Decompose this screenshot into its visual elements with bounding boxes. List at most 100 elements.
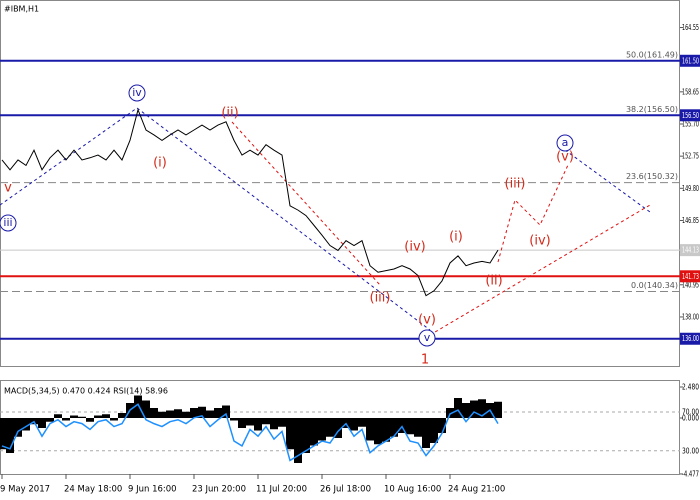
macd-bar xyxy=(182,411,190,418)
macd-bar xyxy=(78,416,86,418)
wave-circle xyxy=(0,214,17,232)
macd-bar xyxy=(54,414,62,418)
price-line xyxy=(1,108,499,297)
macd-bar xyxy=(470,400,478,418)
macd-bar xyxy=(406,418,414,435)
wave-label: iii xyxy=(3,216,12,229)
price-label: 144.13 xyxy=(682,246,699,255)
y2-tick-label: 30.00 xyxy=(682,446,699,455)
macd-bar xyxy=(22,418,30,431)
macd-bar xyxy=(462,403,470,418)
macd-bar xyxy=(446,408,454,418)
fib-label: 50.0(161.49) xyxy=(626,50,678,59)
wave-circle xyxy=(128,84,146,102)
wave-label: (v) xyxy=(418,313,436,328)
macd-bar xyxy=(46,418,54,422)
macd-bar xyxy=(382,418,390,442)
x-tick-label: 10 Aug 16:00 xyxy=(384,485,441,495)
x-tick-label: 24 Aug 21:00 xyxy=(448,485,505,495)
wave-label: 1 xyxy=(421,353,429,368)
macd-bar xyxy=(110,418,118,421)
y-tick-label: 140.95 xyxy=(682,280,699,289)
price-label-box xyxy=(680,332,700,345)
macd-bar xyxy=(0,418,6,450)
macd-bar xyxy=(174,409,182,418)
macd-bar xyxy=(246,418,254,426)
macd-bar xyxy=(102,414,110,418)
macd-bar xyxy=(350,418,358,431)
macd-bar xyxy=(158,411,166,418)
y-tick-label: 2.480 xyxy=(682,383,699,392)
macd-bar xyxy=(198,406,206,418)
wave-label: (iv) xyxy=(404,240,425,255)
x-tick-label: 26 Jul 18:00 xyxy=(320,485,371,495)
macd-bar xyxy=(414,418,422,437)
y-tick-label: 138.00 xyxy=(682,312,699,321)
wave-label: a xyxy=(562,136,569,149)
macd-bar xyxy=(238,418,246,428)
fib-label: 38.2(156.50) xyxy=(626,105,678,114)
wave-line xyxy=(231,121,381,286)
macd-bar xyxy=(430,418,438,443)
wave-label: v xyxy=(424,331,431,344)
price-label-box xyxy=(680,244,700,257)
macd-bar xyxy=(422,418,430,448)
macd-bar xyxy=(134,395,142,418)
macd-bar xyxy=(86,418,94,422)
macd-bar xyxy=(70,415,78,418)
wave-circle xyxy=(556,134,574,152)
price-label-box xyxy=(680,270,700,283)
macd-bar xyxy=(38,418,46,428)
macd-bar xyxy=(358,418,366,427)
price-label: 161.50 xyxy=(682,56,699,65)
macd-bar xyxy=(190,408,198,418)
y-tick-label: 149.80 xyxy=(682,184,699,193)
y-tick-label: 158.65 xyxy=(682,87,699,96)
indicator-title: MACD(5,34,5) 0.470 0.424 RSI(14) 58.96 xyxy=(4,387,168,396)
wave-label: iv xyxy=(132,86,142,99)
macd-bar xyxy=(262,418,270,425)
price-label: 141.73 xyxy=(682,272,699,281)
macd-bar xyxy=(94,415,102,418)
y-tick-label: -4.477 xyxy=(682,469,699,478)
wave-label: (iii) xyxy=(370,291,391,306)
rsi-line xyxy=(1,403,499,462)
y2-tick-label: 70.00 xyxy=(682,408,699,417)
price-label-box xyxy=(680,54,700,67)
wave-label: (v) xyxy=(556,150,574,165)
y-tick-label: 155.70 xyxy=(682,120,699,129)
macd-bar xyxy=(438,418,446,433)
macd-bar xyxy=(254,418,262,431)
wave-line xyxy=(497,164,569,263)
wave-line xyxy=(429,204,651,336)
wave-label: v xyxy=(4,181,12,196)
wave-circle xyxy=(418,329,436,347)
x-tick-label: 9 May 2017 xyxy=(0,485,50,495)
macd-bar xyxy=(326,418,334,437)
macd-bar xyxy=(118,413,126,418)
macd-bar xyxy=(334,418,342,438)
macd-bar xyxy=(6,418,14,453)
macd-bar xyxy=(142,400,150,418)
macd-bar xyxy=(270,418,278,430)
macd-bar xyxy=(62,418,70,421)
macd-bar xyxy=(150,408,158,418)
wave-label: (ii) xyxy=(485,274,502,289)
y-tick-label: 164.55 xyxy=(682,23,699,32)
wave-label: (ii) xyxy=(221,106,238,121)
price-label: 156.50 xyxy=(682,111,699,120)
main-panel xyxy=(0,0,680,367)
macd-bar xyxy=(222,405,230,418)
fib-label: 0.0(140.34) xyxy=(631,281,678,290)
macd-bar xyxy=(166,410,174,418)
macd-bar xyxy=(286,418,294,450)
macd-bar xyxy=(310,418,318,446)
y-tick-label: 0.000 xyxy=(682,414,699,423)
x-tick-label: 23 Jun 20:00 xyxy=(192,485,246,495)
y-tick-label: 152.75 xyxy=(682,152,699,161)
price-label-box xyxy=(680,109,700,122)
wave-label: (iii) xyxy=(505,177,526,192)
macd-bar xyxy=(454,398,462,418)
y-tick-label: 146.85 xyxy=(682,216,699,225)
